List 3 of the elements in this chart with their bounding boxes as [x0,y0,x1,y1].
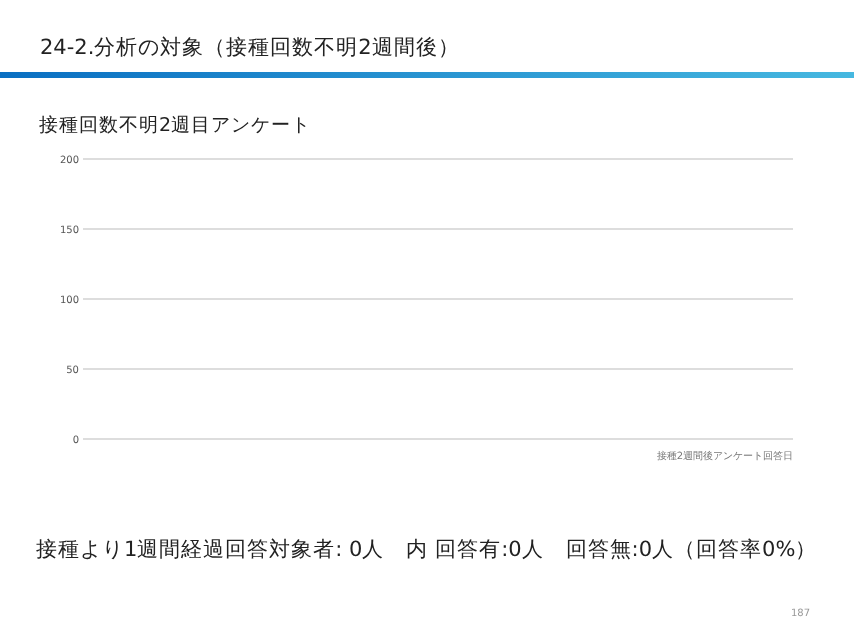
text: 接種より1週間経過回答対象者: 0人 内 回答有:0人 回答無:0人（回答率0%） [36,536,818,564]
chart-title: 24-2.分析の対象（接種回数不明2週間後） [40,34,460,62]
chart-subtitle: 接種回数不明2週目アンケート [38,113,312,137]
